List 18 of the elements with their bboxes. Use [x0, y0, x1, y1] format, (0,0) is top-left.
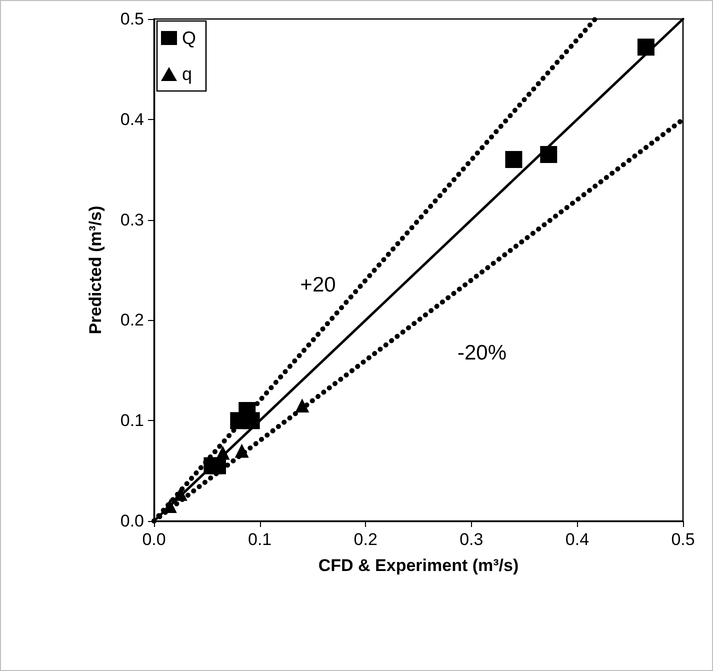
y-tick-label: 0.0 [120, 512, 144, 530]
x-tick-label: 0.2 [354, 530, 378, 549]
y-tick-label: 0.4 [120, 110, 144, 129]
annotation: +20 [300, 274, 336, 297]
legend-label: Q [182, 28, 196, 48]
y-tick-label: 0.1 [120, 411, 144, 430]
x-axis-title: CFD & Experiment (m³/s) [318, 556, 519, 575]
x-tick-label: 0.0 [142, 530, 166, 549]
y-tick-label: 0.2 [120, 310, 144, 330]
legend-label: q [182, 64, 192, 84]
annotation: -20% [457, 341, 506, 364]
y-axis-title: Predicted (m³/s) [86, 206, 105, 334]
x-tick-label: 0.5 [671, 530, 695, 549]
x-tick-label: 0.3 [460, 530, 484, 549]
y-tick-label: 0.5 [120, 10, 144, 28]
x-tick-label: 0.4 [565, 530, 590, 549]
x-tick-label: 0.1 [248, 530, 272, 549]
y-tick-label: 0.3 [120, 210, 144, 230]
